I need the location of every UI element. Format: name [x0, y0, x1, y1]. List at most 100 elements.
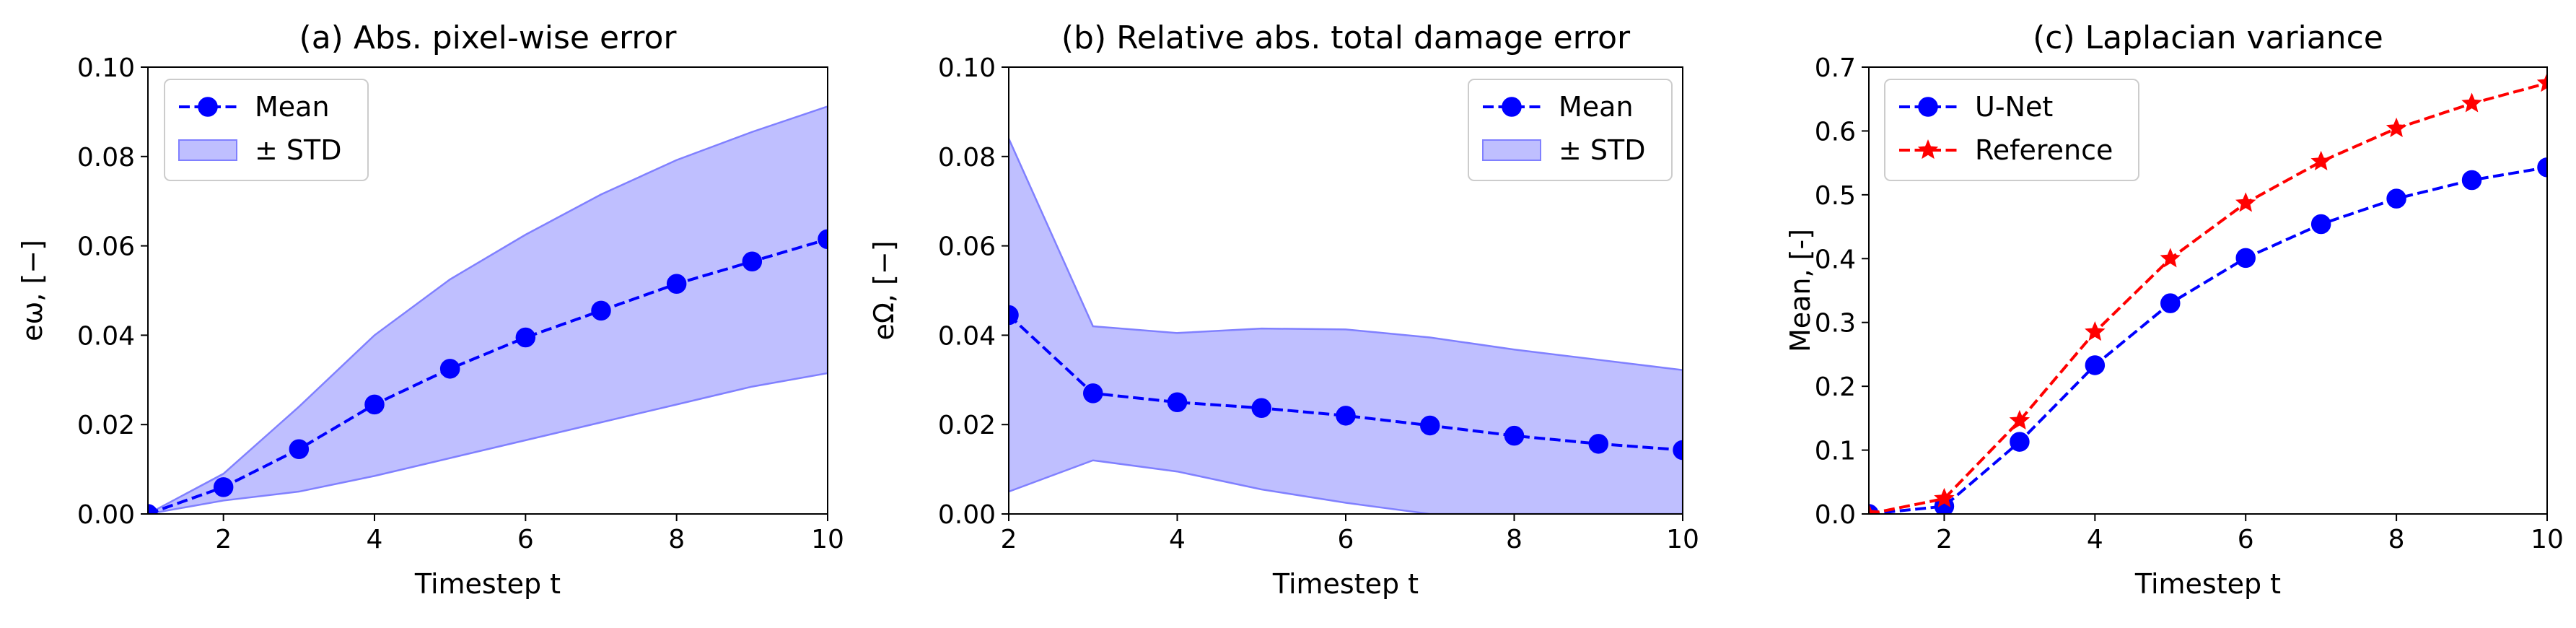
- y-tick-label: 0.02: [77, 411, 135, 440]
- data-point: [2085, 355, 2106, 375]
- plot-area: [1009, 138, 1683, 514]
- data-point: [1504, 425, 1525, 446]
- legend-marker: [198, 97, 218, 117]
- chart-panel-2: 2 4 6 8 10 0.00 0.02 0.04 0.06 0.08 0.10 (b) Relati…: [868, 19, 1699, 600]
- data-point: [148, 504, 158, 514]
- data-point: [1869, 503, 1880, 514]
- y-tick-label: 0.04: [77, 321, 135, 351]
- y-tick-label: 0.3: [1815, 309, 1856, 339]
- chart-title: (a) Abs. pixel-wise error: [299, 19, 678, 56]
- data-point: [1588, 434, 1608, 454]
- axes-frame: [1868, 66, 2548, 515]
- x-tick-label: 10: [2531, 525, 2564, 554]
- legend-label: ± STD: [255, 134, 342, 166]
- data-point: [2010, 432, 2030, 452]
- x-tick-label: 8: [2388, 525, 2405, 554]
- x-tick-label: 4: [1169, 525, 1186, 554]
- y-tick-label: 0.06: [938, 232, 996, 262]
- x-tick-label: 2: [1936, 525, 1953, 554]
- plot-area: [148, 105, 828, 514]
- legend: Mean ± STD: [1468, 79, 1673, 181]
- data-point: [1251, 398, 1271, 419]
- y-tick-label: 0.2: [1815, 372, 1856, 402]
- data-point: [2310, 150, 2331, 170]
- chart-title: (b) Relative abs. total damage error: [1061, 19, 1631, 56]
- x-tick-label: 2: [215, 525, 232, 554]
- x-tick-label: 2: [1001, 525, 1017, 554]
- y-tick-label: 0.02: [938, 411, 996, 440]
- data-point: [289, 439, 310, 459]
- data-point: [666, 274, 687, 294]
- legend-marker: [1917, 139, 1939, 160]
- data-point: [439, 359, 460, 379]
- legend: U-Net Reference: [1884, 79, 2139, 181]
- y-axis-label: Mean, [-]: [1784, 229, 1816, 352]
- data-point: [2085, 321, 2106, 341]
- y-tick-label: 0.08: [938, 143, 996, 173]
- y-tick-label: 0.10: [77, 53, 135, 83]
- axes-frame: [147, 66, 828, 515]
- y-tick-label: 0.08: [77, 143, 135, 173]
- data-point: [1420, 415, 1440, 436]
- series-line-1: [148, 237, 828, 514]
- plot-area: [1869, 72, 2547, 514]
- x-tick-label: 4: [367, 525, 383, 554]
- y-tick-label: 0.00: [938, 500, 996, 530]
- data-point: [1336, 406, 1356, 426]
- x-axis-label: Timestep t: [1272, 568, 1419, 600]
- series-line-1: [1869, 165, 2547, 514]
- legend-label: Mean: [255, 91, 330, 123]
- x-tick-label: 4: [2087, 525, 2103, 554]
- y-axis-label: eΩ, [−]: [868, 240, 900, 340]
- data-point: [818, 229, 828, 250]
- data-point: [2009, 409, 2030, 429]
- x-tick-label: 10: [1666, 525, 1699, 554]
- y-tick-label: 0.10: [938, 53, 996, 83]
- x-tick-label: 10: [811, 525, 844, 554]
- legend-marker: [1502, 97, 1522, 117]
- y-tick-label: 0.5: [1815, 181, 1856, 211]
- legend-swatch: [178, 139, 237, 161]
- y-tick-label: 0.04: [938, 321, 996, 351]
- chart-panel-3: 2 4 6 8 10 0.0 0.1 0.2 0.3 0.4 0.5 0.6 0.7 (c) Laplac…: [1784, 19, 2564, 600]
- y-tick-label: 0.0: [1815, 500, 1856, 530]
- data-point: [591, 300, 611, 321]
- y-tick-label: 0.6: [1815, 117, 1856, 147]
- data-point: [1167, 392, 1188, 412]
- data-point: [1934, 487, 1955, 507]
- legend-marker: [1918, 97, 1938, 117]
- x-tick-label: 8: [1506, 525, 1523, 554]
- y-tick-label: 0.06: [77, 232, 135, 262]
- x-tick-label: 6: [2238, 525, 2254, 554]
- legend-label: U-Net: [1975, 91, 2053, 123]
- series-line-1: [1009, 314, 1683, 452]
- x-axis-label: Timestep t: [2134, 568, 2281, 600]
- data-point: [2461, 92, 2482, 113]
- data-point: [1673, 440, 1683, 461]
- legend-label: ± STD: [1559, 134, 1646, 166]
- y-tick-label: 0.4: [1815, 245, 1856, 274]
- data-point: [364, 394, 385, 415]
- series-line-2: [1869, 82, 2547, 514]
- y-tick-label: 0.00: [77, 500, 135, 530]
- data-point: [2537, 157, 2547, 178]
- data-point: [1083, 383, 1103, 404]
- legend-swatch: [1482, 139, 1541, 161]
- data-point: [2386, 117, 2407, 137]
- data-point: [2310, 214, 2331, 235]
- legend-frame: [1884, 79, 2139, 181]
- data-point: [2461, 170, 2482, 191]
- data-point: [2160, 248, 2181, 268]
- data-point: [2235, 248, 2256, 269]
- data-point: [2536, 72, 2547, 92]
- data-point: [2160, 293, 2181, 313]
- x-tick-label: 6: [517, 525, 534, 554]
- data-point: [213, 477, 234, 497]
- x-tick-label: 8: [668, 525, 685, 554]
- y-tick-label: 0.7: [1815, 53, 1856, 83]
- data-point: [1009, 305, 1019, 326]
- data-point: [2386, 188, 2406, 209]
- x-tick-label: 6: [1338, 525, 1354, 554]
- y-tick-label: 0.1: [1815, 437, 1856, 466]
